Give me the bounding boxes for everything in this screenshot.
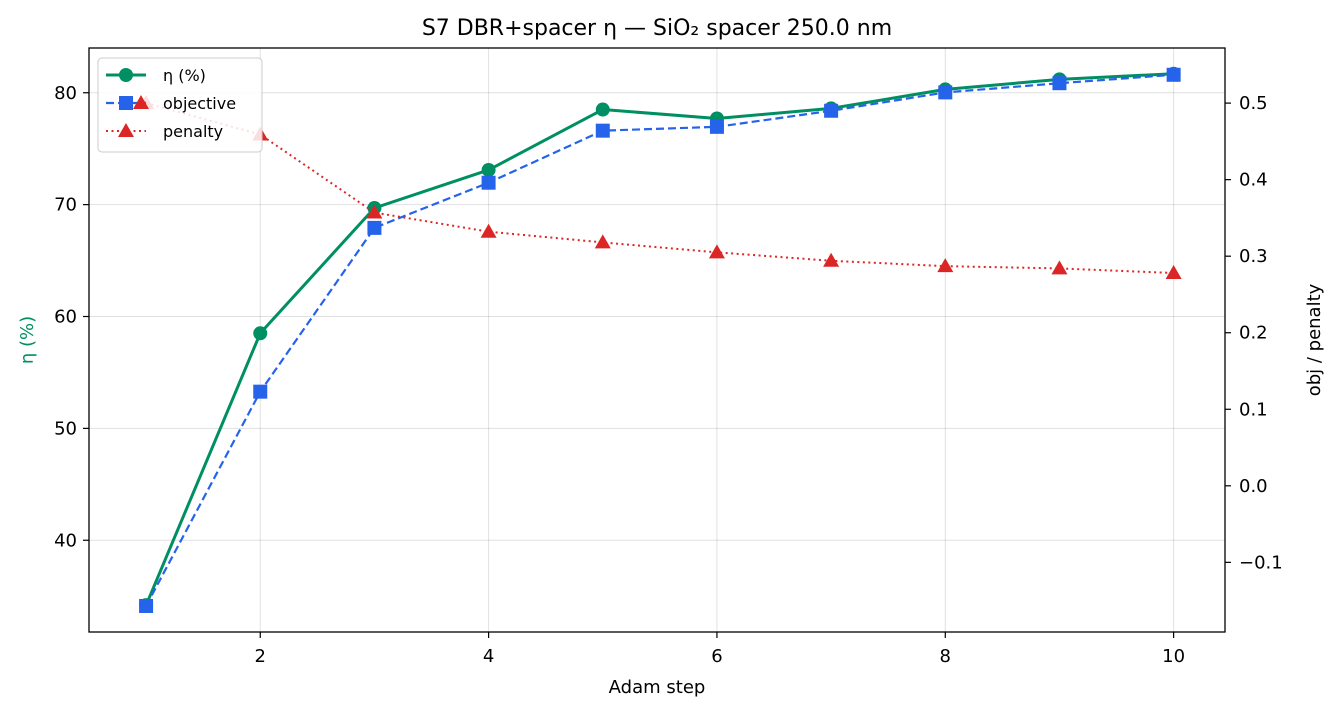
data-point-eta [253,326,268,341]
y-left-tick-label: 80 [54,83,77,104]
series-line-penalty [145,102,1174,275]
data-point-objective [253,384,268,399]
y-axis-right-title: obj / penalty [1304,283,1325,396]
y-left-tick-label: 40 [54,530,77,551]
data-point-eta [481,162,496,177]
grid-layer [89,48,1225,632]
y-left-tick-label: 50 [54,418,77,439]
y-right-tick-label: 0.5 [1239,93,1268,114]
x-tick-label: 8 [940,646,951,667]
data-point-objective [595,123,610,138]
data-point-penalty [366,204,383,219]
legend-label-eta: η (%) [163,66,206,85]
series-layer [138,66,1182,613]
y-left-tick-label: 70 [54,195,77,216]
legend-box [97,57,263,153]
y-right-tick-label: 0.4 [1239,170,1268,191]
legend-marker-overlap [133,95,149,109]
series-line-objective [145,73,1174,607]
data-point-penalty [823,252,840,267]
x-tick-label: 6 [711,646,722,667]
data-point-objective [938,85,953,100]
legend-marker-objective [119,96,133,110]
legend-label-penalty: penalty [163,122,223,141]
data-point-penalty [937,258,954,273]
y-right-tick-label: 0.1 [1239,399,1268,420]
y-right-tick-label: −0.1 [1239,552,1283,573]
legend-marker-eta [119,68,133,82]
data-point-eta [595,102,610,117]
ticks-layer: 2 4 6 8 10 40 50 60 70 80 −0.1 0.0 0.1 0.2 0.3 0.4 0.5 [54,83,1283,667]
y-right-tick-label: 0.3 [1239,246,1268,267]
y-right-tick-label: 0.2 [1239,323,1268,344]
x-tick-label: 10 [1162,646,1185,667]
data-point-objective [1052,76,1067,91]
data-point-penalty [1051,260,1068,275]
x-tick-label: 2 [255,646,266,667]
plot-frame [88,47,1226,633]
data-point-penalty [708,244,725,259]
data-point-objective [709,119,724,134]
series-line-eta [144,72,1174,606]
data-point-objective [1166,67,1181,82]
x-tick-label: 4 [483,646,494,667]
data-point-penalty [594,234,611,249]
y-left-tick-label: 60 [54,307,77,328]
legend-marker-penalty [118,123,134,137]
legend: η (%) objective penalty [97,57,263,153]
data-point-objective [824,103,839,118]
y-right-tick-label: 0.0 [1239,476,1268,497]
data-point-objective [481,175,496,190]
data-point-objective [139,598,154,613]
data-point-penalty [1165,265,1182,280]
x-axis-title: Adam step [609,677,706,698]
chart-title: S7 DBR+spacer η — SiO₂ spacer 250.0 nm [422,16,892,41]
data-point-objective [367,220,382,235]
legend-label-objective: objective [163,94,236,113]
data-point-penalty [480,223,497,238]
y-axis-left-title: η (%) [17,316,38,364]
